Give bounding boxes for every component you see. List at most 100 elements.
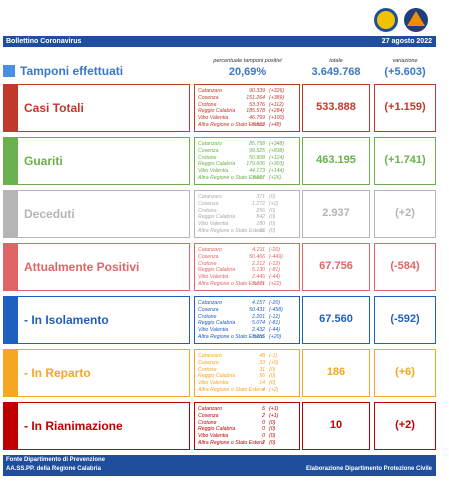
logos [374, 8, 428, 32]
province-change: (-81) [269, 267, 280, 274]
footer-source-2: AA.SS.PP. della Regione Calabria [6, 466, 101, 472]
province-value: 16 [259, 228, 265, 234]
header-title: Bollettino Coronavirus [6, 38, 82, 45]
header-date: 27 agosto 2022 [381, 38, 432, 45]
total-box: 67.560 [302, 296, 370, 344]
province-name: Cosenza [198, 359, 219, 366]
province-value: 4.211 [252, 247, 265, 253]
section-change: (+1.741) [384, 154, 426, 166]
province-name: Crotone [198, 419, 217, 426]
section-color-bar [4, 297, 18, 343]
total-box: 2.937 [302, 190, 370, 238]
section-total: 67.560 [319, 313, 353, 325]
province-name: Reggio Calabria [198, 426, 236, 433]
province-value: 256 [256, 207, 265, 214]
province-name: Catanzaro [198, 141, 222, 147]
province-name: Reggio Calabria [198, 267, 236, 274]
province-change: (+838) [269, 147, 285, 154]
province-change: (+348) [269, 141, 285, 147]
province-name: Vibo Valentia [198, 433, 229, 440]
province-change: (+22) [269, 281, 282, 287]
change-box: (-592) [374, 296, 436, 344]
province-value: 5.130 [252, 267, 265, 274]
province-value: 185.578 [246, 108, 265, 115]
province-change: (-1) [269, 353, 278, 359]
change-label: variazione [392, 58, 418, 64]
province-name: Altra Regione o Stato Estero [198, 334, 264, 340]
province-change: (0) [269, 373, 276, 380]
section-color-bar [4, 350, 18, 396]
province-name: Vibo Valentia [198, 115, 229, 122]
section-total: 533.888 [316, 101, 356, 113]
section-change: (-592) [390, 313, 420, 325]
section-label: Casi Totali [24, 101, 84, 115]
section-label-box: - In Isolamento [3, 296, 190, 344]
section-label-box: - In Reparto [3, 349, 190, 397]
province-change: (0) [269, 426, 276, 433]
province-value: 99.525 [249, 147, 265, 154]
province-change: (+124) [269, 154, 285, 161]
province-name: Altra Regione o Stato Estero [198, 281, 264, 287]
province-name: Altra Regione o Stato Estero [198, 122, 264, 128]
province-change: (0) [269, 440, 276, 446]
province-name: Vibo Valentia [198, 221, 229, 228]
province-box: Catanzaro 371 (0) Cosenza 1.272 (+2) Crotone 25… [194, 190, 300, 238]
logo-region-inner [377, 11, 395, 29]
province-value: 151.264 [246, 94, 265, 101]
percent-value: 20,69% [228, 66, 267, 78]
section-label-box: Casi Totali [3, 84, 190, 132]
section-color-bar [4, 191, 18, 237]
province-name: Crotone [198, 260, 217, 267]
province-change: (0) [269, 433, 276, 440]
section-label: - In Rianimazione [24, 419, 123, 433]
province-change: (-44) [269, 327, 280, 334]
province-value: 842 [256, 214, 265, 221]
province-value: 53.376 [249, 101, 265, 108]
change-box: (+1.741) [374, 137, 436, 185]
province-value: 4.157 [252, 300, 265, 306]
change-box: (+2) [374, 190, 436, 238]
section-total: 2.937 [322, 207, 350, 219]
province-change: (+303) [269, 161, 285, 168]
province-change: (-449) [269, 253, 283, 260]
province-value: 90.339 [249, 88, 265, 94]
change-box: (+1.159) [374, 84, 436, 132]
province-change: (+100) [269, 115, 285, 122]
province-change: (+1) [269, 412, 279, 419]
province-change: (0) [269, 380, 276, 387]
province-value: 4 [262, 387, 265, 393]
province-change: (+2) [269, 200, 279, 207]
province-value: 2.201 [252, 313, 265, 320]
province-name: Crotone [198, 154, 217, 161]
section-label-box: Attualmente Positivi [3, 243, 190, 291]
province-change: (0) [269, 221, 276, 228]
total-box: 186 [302, 349, 370, 397]
section-label-box: Guariti [3, 137, 190, 185]
total-label: totale [329, 58, 343, 64]
section-color-bar [4, 138, 18, 184]
section-label: - In Reparto [24, 366, 91, 380]
province-change: (+112) [269, 101, 284, 108]
province-name: Reggio Calabria [198, 320, 236, 327]
province-name: Altra Regione o Stato Estero [198, 440, 264, 446]
province-change: (0) [269, 366, 276, 373]
province-name: Catanzaro [198, 406, 222, 412]
province-change: (0) [269, 207, 276, 214]
province-change: (+48) [269, 122, 282, 128]
province-change: (-20) [269, 300, 280, 306]
province-name: Cosenza [198, 94, 219, 101]
province-name: Vibo Valentia [198, 327, 229, 334]
province-change: (0) [269, 419, 276, 426]
province-name: Cosenza [198, 412, 219, 419]
section-label: Guariti [24, 154, 63, 168]
section-change: (-584) [390, 260, 420, 272]
section-label-box: - In Rianimazione [3, 402, 190, 450]
total-box: 533.888 [302, 84, 370, 132]
province-value: 180 [256, 221, 265, 228]
province-name: Catanzaro [198, 300, 222, 306]
logo-triangle [407, 11, 425, 26]
footer-bar: Fonte Dipartimento di Prevenzione AA.SS.… [3, 455, 436, 476]
province-value: 2 [262, 412, 265, 419]
section-total: 67.756 [319, 260, 353, 272]
